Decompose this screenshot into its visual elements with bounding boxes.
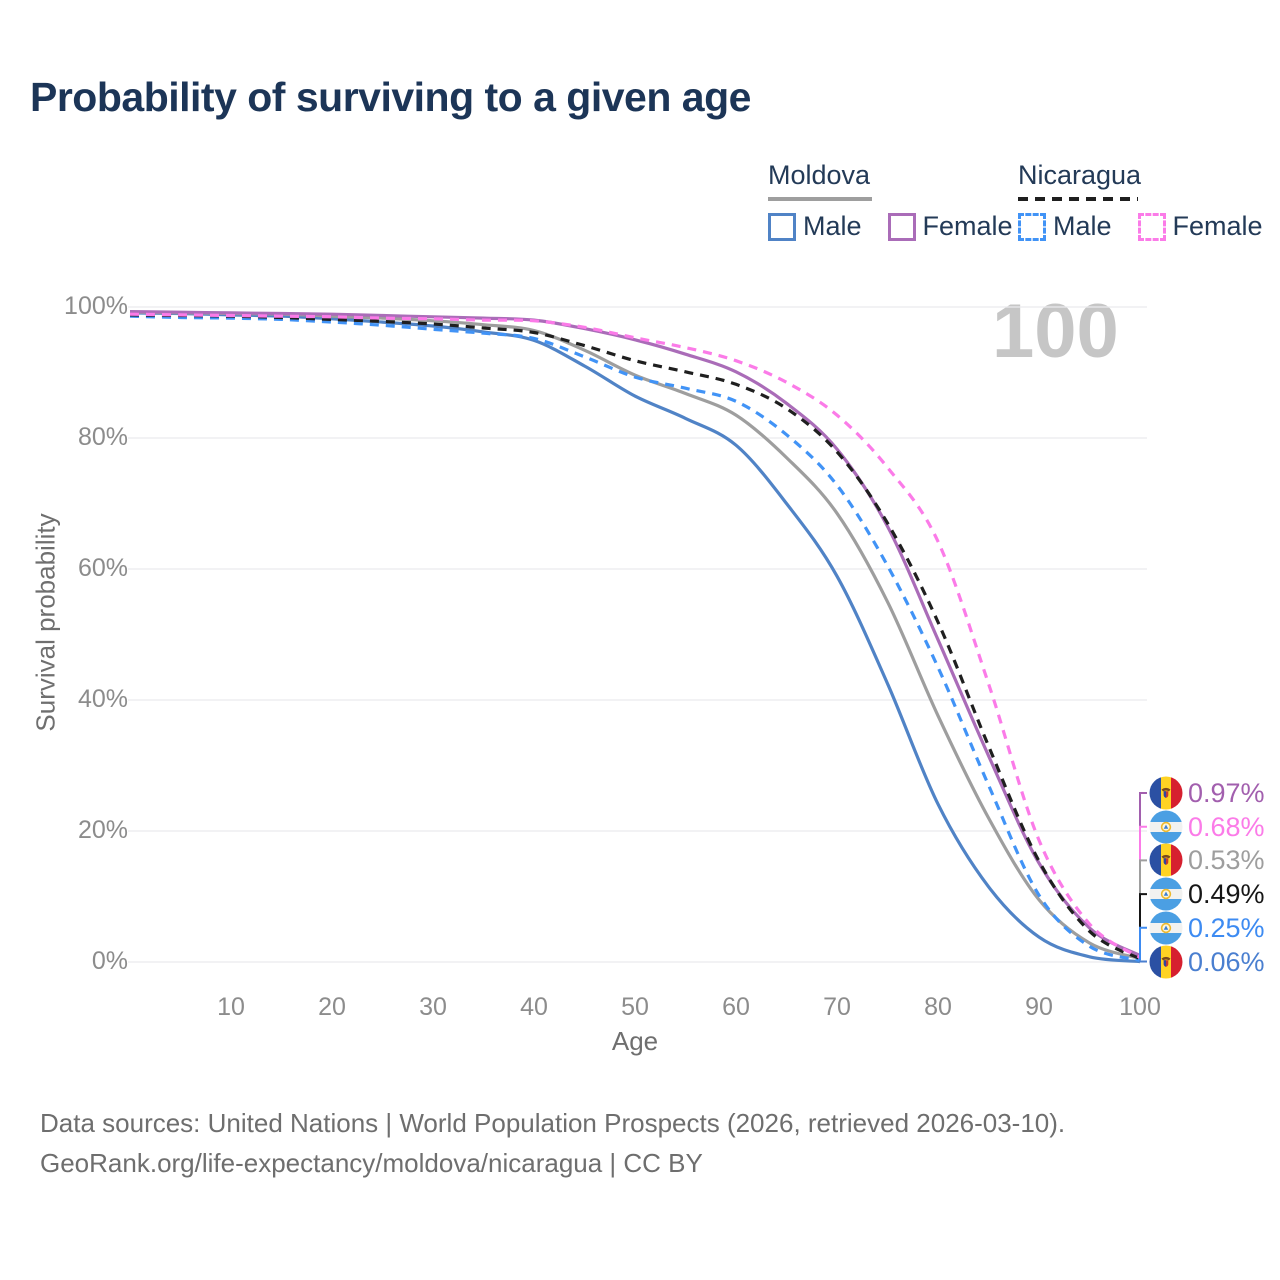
end-value-nicaragua_male: 0.25% — [1188, 912, 1265, 943]
end-value-moldova_male: 0.06% — [1188, 946, 1265, 977]
nicaragua-flag-icon — [1149, 877, 1183, 911]
curve-moldova_female — [129, 310, 1141, 958]
y-tick-label: 60% — [77, 554, 128, 582]
x-tick-label: 100 — [1119, 993, 1161, 1021]
y-tick-label: 100% — [64, 292, 128, 320]
curve-moldova_male — [129, 311, 1141, 964]
moldova-flag-icon — [1149, 776, 1183, 810]
legend-label: Female — [1172, 211, 1263, 241]
legend-item-nicaragua-male[interactable]: Male — [1018, 211, 1112, 242]
legend-item-moldova-male[interactable]: Male — [768, 211, 862, 242]
y-tick-label: 40% — [77, 685, 128, 713]
x-tick-label: 20 — [318, 993, 346, 1021]
x-axis-title: Age — [611, 1026, 659, 1056]
attribution-note: GeoRank.org/life-expectancy/moldova/nica… — [40, 1148, 703, 1178]
x-tick-label: 40 — [520, 993, 548, 1021]
legend-header-moldova: Moldova — [768, 160, 871, 190]
x-tick-label: 70 — [823, 993, 851, 1021]
data-sources-note: Data sources: United Nations | World Pop… — [40, 1108, 1066, 1138]
end-label-connector-moldova_female — [1139, 792, 1147, 956]
legend-group-nicaragua: Nicaragua Male Female — [1018, 160, 1263, 242]
moldova-flag — [1149, 945, 1183, 979]
end-value-nicaragua_total: 0.49% — [1188, 879, 1265, 910]
x-tick-label: 60 — [722, 993, 750, 1021]
legend-item-moldova-female[interactable]: Female — [887, 211, 1013, 242]
legend-header-nicaragua: Nicaragua — [1018, 160, 1142, 190]
end-label-connector-nicaragua_female — [1139, 825, 1147, 958]
legend-item-nicaragua-female[interactable]: Female — [1137, 211, 1263, 242]
end-label-connector-nicaragua_male — [1139, 926, 1147, 961]
nicaragua-flag — [1149, 877, 1183, 911]
moldova-male-swatch-icon — [768, 212, 796, 241]
nicaragua-flag — [1149, 911, 1183, 945]
age-watermark: 100 — [992, 289, 1119, 374]
nicaragua-flag — [1149, 810, 1183, 844]
x-tick-label: 80 — [924, 993, 952, 1021]
moldova-flag — [1149, 776, 1183, 810]
legend-group-moldova: Moldova Male Female — [768, 160, 1013, 242]
end-value-moldova_female: 0.97% — [1188, 778, 1265, 808]
x-tick-label: 90 — [1025, 993, 1053, 1021]
moldova-flag-icon — [1149, 945, 1183, 978]
x-tick-label: 10 — [217, 993, 245, 1021]
nicaragua-female-swatch-icon — [1137, 212, 1166, 241]
y-tick-label: 20% — [77, 816, 128, 844]
curve-nicaragua_male — [129, 314, 1141, 962]
nicaragua-line-swatch — [1018, 197, 1138, 201]
page-title: Probability of surviving to a given age — [30, 74, 751, 120]
end-label-connector-moldova_total — [1139, 859, 1147, 959]
moldova-female-swatch-icon — [887, 212, 916, 241]
moldova-line-swatch — [768, 197, 872, 201]
moldova-flag — [1149, 843, 1183, 877]
end-label-connector-nicaragua_total — [1139, 893, 1147, 959]
end-value-moldova_total: 0.53% — [1188, 845, 1265, 876]
curve-moldova_total — [129, 310, 1141, 961]
moldova-flag-icon — [1149, 843, 1183, 877]
x-tick-label: 30 — [419, 993, 447, 1021]
curve-nicaragua_female — [129, 312, 1141, 959]
y-tick-label: 0% — [91, 947, 128, 975]
end-value-nicaragua_female: 0.68% — [1188, 811, 1265, 842]
x-tick-label: 50 — [621, 993, 649, 1021]
legend-label: Female — [922, 211, 1013, 241]
legend-label: Male — [803, 211, 862, 241]
nicaragua-male-swatch-icon — [1018, 212, 1046, 241]
curve-nicaragua_total — [129, 313, 1141, 961]
nicaragua-flag-icon — [1149, 810, 1183, 844]
nicaragua-flag-icon — [1149, 911, 1183, 945]
legend-label: Male — [1053, 211, 1112, 241]
y-tick-label: 80% — [77, 423, 128, 451]
